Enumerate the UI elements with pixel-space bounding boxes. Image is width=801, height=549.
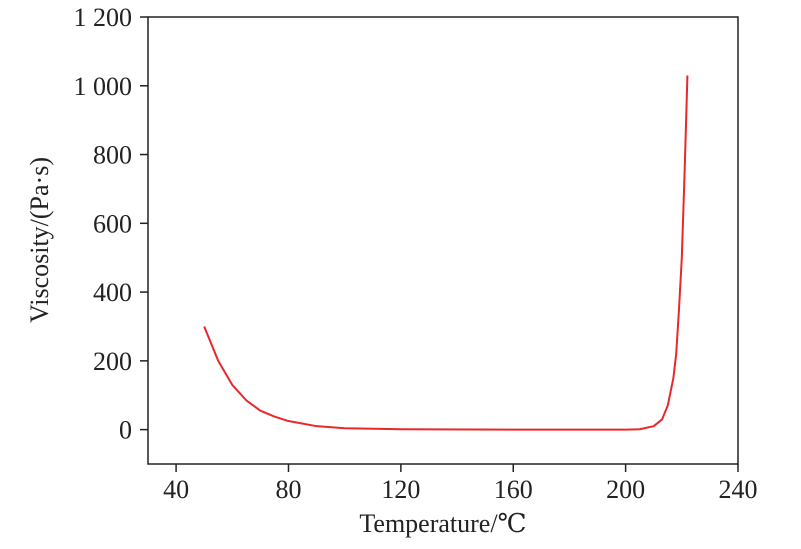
x-tick-label: 120: [381, 475, 420, 504]
data-line: [203, 75, 689, 431]
y-tick-label: 0: [119, 416, 132, 445]
x-axis-label: Temperature/℃: [359, 509, 526, 538]
y-tick-label: 1 200: [74, 3, 133, 32]
x-tick-label: 80: [275, 475, 301, 504]
x-tick-label: 200: [606, 475, 645, 504]
x-tick-label: 160: [494, 475, 533, 504]
x-tick-label: 240: [719, 475, 758, 504]
y-tick-label: 600: [93, 209, 132, 238]
y-tick-label: 200: [93, 347, 132, 376]
y-tick-label: 800: [93, 141, 132, 170]
y-tick-label: 1 000: [74, 72, 133, 101]
x-tick-label: 40: [163, 475, 189, 504]
y-axis-label: Viscosity/(Pa·s): [25, 157, 54, 323]
y-tick-label: 400: [93, 278, 132, 307]
plot-frame: [147, 16, 739, 465]
